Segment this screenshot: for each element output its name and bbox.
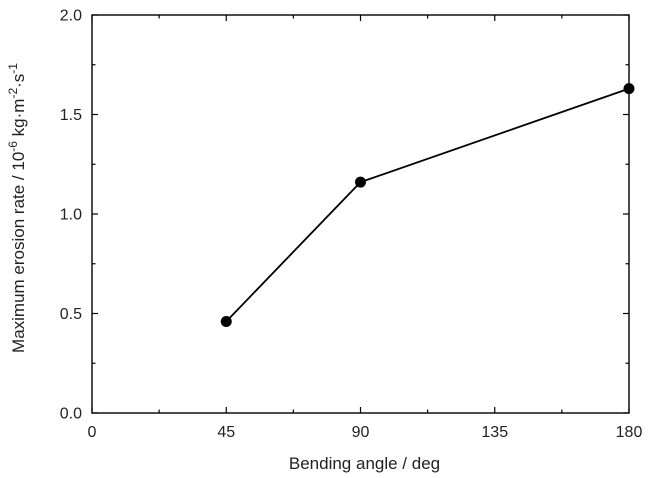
- series-line: [225, 87, 630, 323]
- x-tick-label: 135: [481, 424, 508, 441]
- data-point: [220, 315, 232, 327]
- y-tick-label: 0.0: [60, 406, 82, 423]
- x-axis-title: Bending angle / deg: [289, 454, 440, 473]
- y-tick-label: 1.5: [60, 107, 82, 124]
- y-axis-title-text: ·s: [9, 74, 28, 88]
- y-tick-label: 0.5: [60, 306, 82, 323]
- y-axis-title-superscript: -6: [6, 141, 20, 152]
- y-tick-label: 2.0: [60, 8, 82, 25]
- x-tick-label: 0: [88, 424, 97, 441]
- y-axis-title-text: kg·m: [9, 99, 28, 142]
- y-axis-title-text: Maximum erosion rate / 10: [9, 152, 28, 353]
- x-tick-label: 45: [217, 424, 235, 441]
- y-tick-label: 1.0: [60, 207, 82, 224]
- x-tick-label: 90: [352, 424, 370, 441]
- series-layer: [220, 83, 635, 327]
- y-axis-title: Maximum erosion rate / 10-6 kg·m-2·s-1: [6, 63, 28, 353]
- tick-labels: 0 45 90 135 180 0.0 0.5 1.0 1.5 2.0: [60, 8, 643, 442]
- x-tick-label: 180: [616, 424, 643, 441]
- plot-frame: [91, 14, 630, 414]
- data-point: [355, 176, 366, 188]
- axis-ticks: [91, 14, 630, 414]
- y-axis-title-superscript: -1: [6, 63, 20, 74]
- y-axis-title-superscript: -2: [6, 88, 20, 99]
